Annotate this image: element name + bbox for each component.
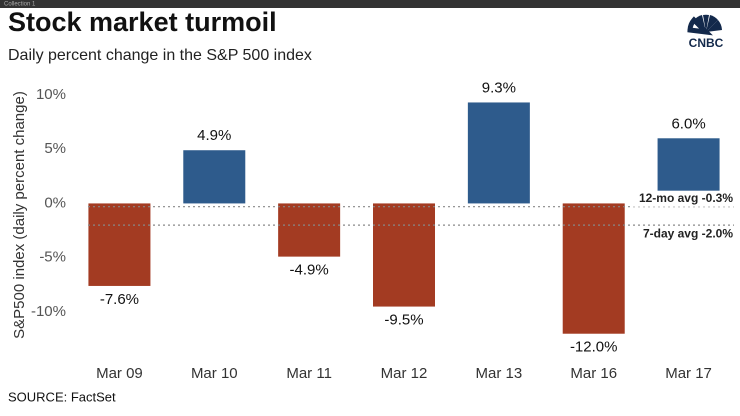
x-tick-label: Mar 16 xyxy=(570,365,617,382)
logo: CNBC xyxy=(687,14,724,50)
bar xyxy=(562,203,625,334)
y-tick-label: -5% xyxy=(39,249,66,266)
reference-label-bg xyxy=(630,226,736,243)
value-label: -4.9% xyxy=(290,262,329,279)
value-label: 9.3% xyxy=(482,79,516,96)
bar xyxy=(278,203,341,257)
bar xyxy=(467,102,530,204)
x-tick-label: Mar 11 xyxy=(286,365,332,382)
collection-label: Collection 1 xyxy=(4,2,36,8)
reference-label-bg xyxy=(630,190,736,207)
reference-label: 12-mo avg -0.3% xyxy=(639,191,733,205)
chart-title: Stock market turmoil xyxy=(8,7,277,37)
value-label: -9.5% xyxy=(384,312,423,329)
x-tick-label: Mar 12 xyxy=(381,365,428,382)
y-tick-label: 5% xyxy=(44,140,66,157)
x-tick-label: Mar 10 xyxy=(191,365,238,382)
reference-label: 7-day avg -2.0% xyxy=(643,226,733,240)
top-strip xyxy=(0,0,740,8)
chart-subtitle: Daily percent change in the S&P 500 inde… xyxy=(8,47,312,64)
y-axis-label: S&P500 index (daily percent change) xyxy=(11,91,28,339)
x-tick-label: Mar 17 xyxy=(665,365,712,382)
bar xyxy=(183,150,246,204)
bar xyxy=(88,203,151,286)
source: SOURCE: FactSet xyxy=(8,389,116,404)
value-label: -12.0% xyxy=(570,339,618,356)
x-tick-label: Mar 13 xyxy=(476,365,523,382)
logo-text: CNBC xyxy=(689,36,724,50)
y-tick-label: -10% xyxy=(31,303,66,320)
value-label: 6.0% xyxy=(671,115,705,132)
bar xyxy=(373,203,435,307)
x-tick-label: Mar 09 xyxy=(96,365,143,382)
value-label: 4.9% xyxy=(197,127,231,144)
y-tick-label: 10% xyxy=(36,86,66,103)
value-label: -7.6% xyxy=(100,291,139,308)
y-tick-label: 0% xyxy=(44,194,66,211)
